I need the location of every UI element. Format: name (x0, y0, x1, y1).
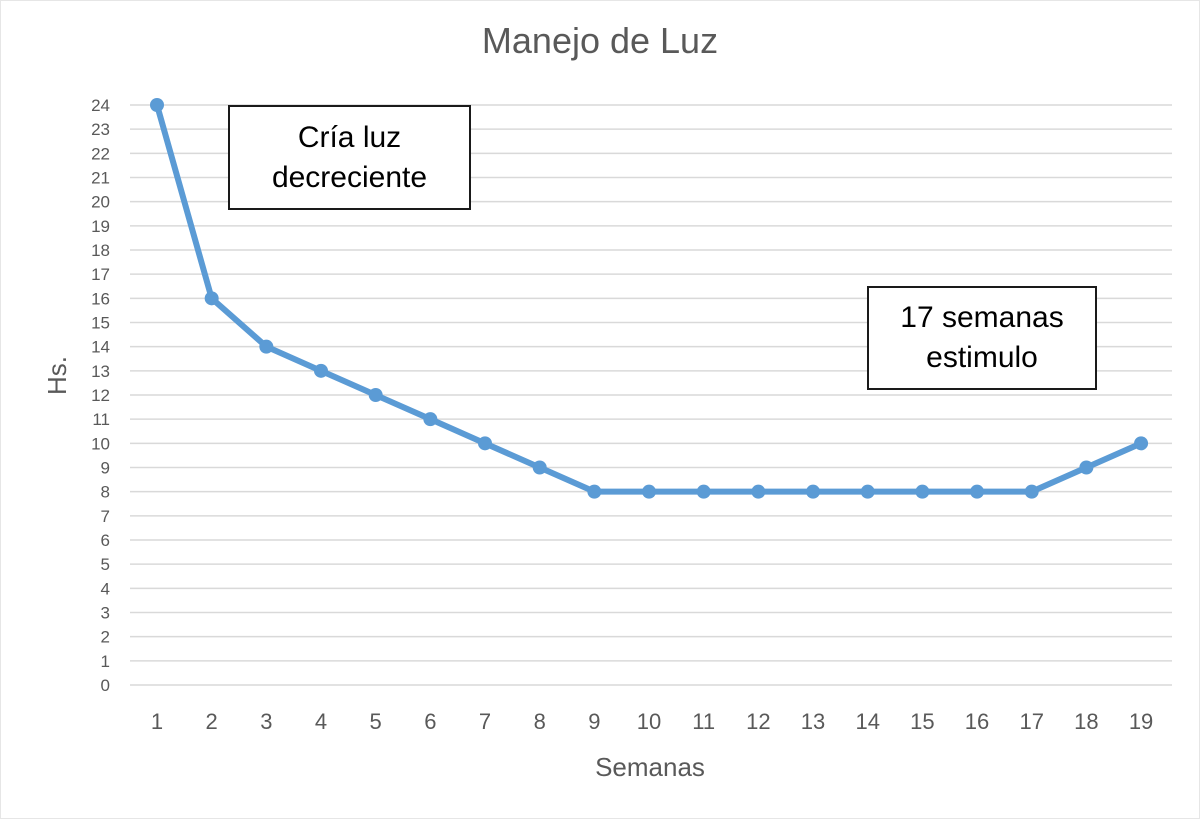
annotation-box-estimulo: 17 semanas estimulo (867, 286, 1097, 390)
data-point (532, 460, 547, 475)
x-tick-label: 11 (692, 709, 715, 734)
data-point (204, 291, 219, 306)
y-tick-label: 2 (101, 628, 110, 647)
x-tick-label: 7 (479, 709, 491, 734)
data-point (1079, 460, 1094, 475)
data-point (587, 484, 602, 499)
x-tick-label: 2 (206, 709, 218, 734)
x-axis-label: Semanas (595, 752, 705, 782)
data-point (423, 412, 438, 427)
x-tick-label: 10 (637, 709, 661, 734)
y-tick-label: 17 (91, 265, 110, 284)
x-tick-label: 13 (801, 709, 825, 734)
y-tick-label: 8 (101, 483, 110, 502)
annotation-line: estimulo (926, 341, 1038, 374)
x-tick-label: 12 (746, 709, 770, 734)
y-tick-label: 0 (101, 676, 110, 695)
x-tick-label: 8 (534, 709, 546, 734)
annotation-box-cria: Cría luz decreciente (228, 105, 471, 210)
y-tick-label: 3 (101, 604, 110, 623)
x-tick-label: 16 (965, 709, 989, 734)
x-tick-label: 9 (588, 709, 600, 734)
data-point (642, 484, 657, 499)
chart-title: Manejo de Luz (481, 20, 719, 61)
y-tick-label: 7 (101, 507, 110, 526)
y-tick-label: 10 (91, 434, 110, 453)
x-tick-label: 18 (1074, 709, 1098, 734)
annotation-line: Cría luz (297, 120, 402, 154)
y-tick-label: 5 (101, 555, 110, 574)
x-tick-label: 3 (260, 709, 272, 734)
data-point (150, 98, 164, 112)
y-tick-label: 20 (91, 193, 110, 212)
data-point (915, 484, 930, 499)
data-point (751, 484, 766, 499)
y-tick-label: 6 (101, 531, 110, 550)
annotation-line: decreciente (271, 160, 428, 194)
y-tick-label: 11 (92, 410, 110, 429)
x-tick-label: 5 (370, 709, 382, 734)
y-tick-label: 18 (91, 241, 110, 260)
x-tick-label: 14 (855, 709, 879, 734)
data-point (368, 388, 383, 402)
data-point (696, 484, 711, 499)
x-tick-label: 19 (1129, 709, 1153, 734)
y-tick-label: 4 (101, 579, 110, 598)
y-tick-label: 15 (91, 314, 110, 333)
data-point (259, 339, 274, 354)
data-point (860, 484, 875, 499)
x-tick-label: 6 (424, 709, 436, 734)
x-tick-label: 15 (910, 709, 934, 734)
annotation-line: 17 semanas (900, 301, 1064, 334)
y-tick-label: 12 (91, 386, 110, 405)
data-point (314, 363, 329, 378)
data-point (1024, 484, 1039, 499)
y-tick-label: 14 (91, 338, 110, 357)
y-tick-label: 9 (101, 459, 110, 478)
x-tick-label: 1 (151, 709, 163, 734)
x-tick-label: 4 (315, 709, 327, 734)
data-point (806, 484, 821, 499)
x-tick-label: 17 (1019, 709, 1043, 734)
y-tick-label: 13 (91, 362, 110, 381)
data-point (1134, 436, 1149, 451)
data-point (970, 484, 985, 499)
y-tick-label: 24 (91, 96, 110, 115)
y-tick-label: 23 (91, 120, 110, 139)
y-tick-label: 21 (91, 169, 110, 188)
y-tick-label: 16 (91, 289, 110, 308)
y-tick-label: 19 (91, 217, 110, 236)
data-point (478, 436, 493, 451)
y-tick-label: 1 (101, 652, 110, 671)
y-tick-label: 22 (91, 144, 110, 163)
